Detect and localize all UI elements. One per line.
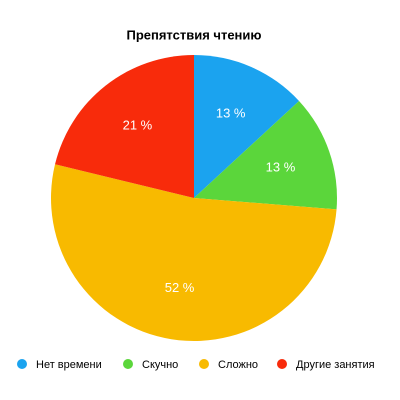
legend-label: Скучно	[142, 359, 178, 371]
legend-marker	[17, 359, 27, 369]
chart-title: Препятствия чтению	[126, 27, 261, 42]
pie-slice	[194, 100, 337, 210]
legend-label: Сложно	[218, 359, 258, 371]
legend-label: Нет времени	[36, 359, 102, 371]
slice-label: 52 %	[165, 280, 195, 295]
slice-label: 21 %	[123, 117, 153, 132]
legend-label: Другие занятия	[296, 359, 375, 371]
pie-slice	[194, 55, 300, 198]
pie-slice	[55, 55, 194, 198]
legend-marker	[277, 359, 287, 369]
legend-marker	[123, 359, 133, 369]
slice-label: 13 %	[266, 160, 296, 175]
slice-label: 13 %	[216, 106, 246, 121]
pie-slice	[50, 164, 337, 342]
legend-marker	[199, 359, 209, 369]
